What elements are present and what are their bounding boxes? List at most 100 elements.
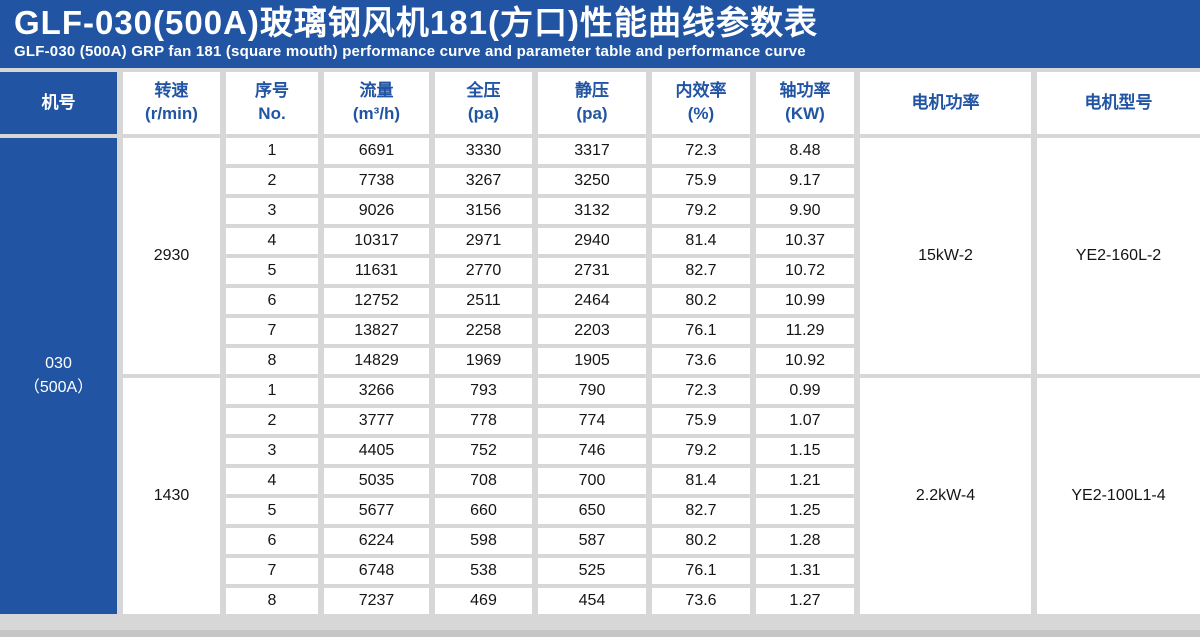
- cell-efficiency: 75.9: [652, 408, 750, 434]
- table-header: 机号 转速 (r/min) 序号 No. 流量 (m³/h) 全压 (pa): [0, 72, 1200, 134]
- cell-no: 1: [226, 378, 318, 404]
- cell-efficiency: 82.7: [652, 258, 750, 284]
- table-row: 4 5035 708 700 81.4 1.21: [0, 468, 1200, 494]
- cell-static-pressure: 746: [538, 438, 646, 464]
- cell-static-pressure: 650: [538, 498, 646, 524]
- table-body: 030 （500A） 2930 1 6691 3330 3317 72.3 8.…: [0, 138, 1200, 614]
- cell-flow: 5677: [324, 498, 429, 524]
- header-no-label: 序号: [255, 81, 289, 101]
- cell-no: 6: [226, 288, 318, 314]
- cell-total-pressure: 538: [435, 558, 532, 584]
- header-total-pressure-label: 全压: [466, 81, 501, 101]
- cell-static-pressure: 2731: [538, 258, 646, 284]
- cell-static-pressure: 2203: [538, 318, 646, 344]
- cell-static-pressure: 587: [538, 528, 646, 554]
- cell-no: 4: [226, 228, 318, 254]
- cell-total-pressure: 2511: [435, 288, 532, 314]
- machine-no-cell: 030 （500A）: [0, 138, 117, 614]
- cell-efficiency: 76.1: [652, 558, 750, 584]
- header-flow-label: 流量: [359, 81, 394, 101]
- table-row: 3 9026 3156 3132 79.2 9.90: [0, 198, 1200, 224]
- cell-shaft-power: 10.37: [756, 228, 854, 254]
- cell-flow: 4405: [324, 438, 429, 464]
- cell-efficiency: 79.2: [652, 198, 750, 224]
- cell-shaft-power: 10.92: [756, 348, 854, 374]
- cell-static-pressure: 454: [538, 588, 646, 614]
- cell-no: 4: [226, 468, 318, 494]
- cell-shaft-power: 10.99: [756, 288, 854, 314]
- table-row: 3 4405 752 746 79.2 1.15: [0, 438, 1200, 464]
- cell-shaft-power: 8.48: [756, 138, 854, 164]
- page-subtitle: GLF-030 (500A) GRP fan 181 (square mouth…: [14, 42, 806, 60]
- cell-flow: 7237: [324, 588, 429, 614]
- cell-shaft-power: 0.99: [756, 378, 854, 404]
- table-row: 5 11631 2770 2731 82.7 10.72: [0, 258, 1200, 284]
- header-motor-model: 电机型号: [1037, 72, 1200, 134]
- cell-static-pressure: 1905: [538, 348, 646, 374]
- motor-power-cell: 2.2kW-4: [860, 378, 1031, 614]
- cell-total-pressure: 752: [435, 438, 532, 464]
- cell-no: 2: [226, 408, 318, 434]
- table-row: 7 13827 2258 2203 76.1 11.29: [0, 318, 1200, 344]
- cell-shaft-power: 11.29: [756, 318, 854, 344]
- table-row: 6 6224 598 587 80.2 1.28: [0, 528, 1200, 554]
- cell-static-pressure: 3250: [538, 168, 646, 194]
- cell-no: 7: [226, 558, 318, 584]
- header-total-pressure-unit: (pa): [467, 104, 500, 123]
- cell-flow: 3777: [324, 408, 429, 434]
- cell-efficiency: 73.6: [652, 588, 750, 614]
- machine-no-line1: 030: [45, 355, 72, 372]
- header-efficiency: 内效率 (%): [652, 72, 750, 134]
- header-machine-no: 机号: [0, 72, 117, 134]
- cell-flow: 9026: [324, 198, 429, 224]
- cell-no: 1: [226, 138, 318, 164]
- table-row: 6 12752 2511 2464 80.2 10.99: [0, 288, 1200, 314]
- speed-cell: 1430: [123, 378, 220, 614]
- cell-flow: 7738: [324, 168, 429, 194]
- cell-flow: 6224: [324, 528, 429, 554]
- speed-cell: 2930: [123, 138, 220, 374]
- cell-no: 3: [226, 198, 318, 224]
- table-row: 7 6748 538 525 76.1 1.31: [0, 558, 1200, 584]
- cell-shaft-power: 9.17: [756, 168, 854, 194]
- header-shaft-power-label: 轴功率: [779, 81, 831, 101]
- table-row: 2 7738 3267 3250 75.9 9.17: [0, 168, 1200, 194]
- cell-total-pressure: 2971: [435, 228, 532, 254]
- header-flow: 流量 (m³/h): [324, 72, 429, 134]
- cell-shaft-power: 1.15: [756, 438, 854, 464]
- header-efficiency-unit: (%): [687, 104, 715, 123]
- cell-efficiency: 76.1: [652, 318, 750, 344]
- cell-total-pressure: 3267: [435, 168, 532, 194]
- cell-no: 2: [226, 168, 318, 194]
- cell-shaft-power: 10.72: [756, 258, 854, 284]
- header-efficiency-label: 内效率: [675, 81, 727, 101]
- cell-efficiency: 82.7: [652, 498, 750, 524]
- cell-flow: 12752: [324, 288, 429, 314]
- cell-total-pressure: 660: [435, 498, 532, 524]
- cell-shaft-power: 1.25: [756, 498, 854, 524]
- table-row: 8 7237 469 454 73.6 1.27: [0, 588, 1200, 614]
- cell-flow: 6691: [324, 138, 429, 164]
- cell-total-pressure: 2258: [435, 318, 532, 344]
- cell-flow: 13827: [324, 318, 429, 344]
- cell-shaft-power: 1.07: [756, 408, 854, 434]
- table-row: 030 （500A） 2930 1 6691 3330 3317 72.3 8.…: [0, 138, 1200, 614]
- cell-no: 5: [226, 498, 318, 524]
- table-row: 8 14829 1969 1905 73.6 10.92: [0, 348, 1200, 374]
- cell-static-pressure: 790: [538, 378, 646, 404]
- performance-table: 机号 转速 (r/min) 序号 No. 流量 (m³/h) 全压 (pa): [0, 68, 1200, 618]
- page-title: GLF-030(500A)玻璃钢风机181(方口)性能曲线参数表: [14, 4, 818, 41]
- cell-efficiency: 80.2: [652, 288, 750, 314]
- cell-total-pressure: 793: [435, 378, 532, 404]
- cell-no: 8: [226, 348, 318, 374]
- cell-efficiency: 72.3: [652, 138, 750, 164]
- cell-flow: 6748: [324, 558, 429, 584]
- cell-total-pressure: 708: [435, 468, 532, 494]
- cell-no: 5: [226, 258, 318, 284]
- cell-flow: 10317: [324, 228, 429, 254]
- cell-static-pressure: 3132: [538, 198, 646, 224]
- table-row: 2 3777 778 774 75.9 1.07: [0, 408, 1200, 434]
- motor-power-cell: 15kW-2: [860, 138, 1031, 374]
- cell-total-pressure: 1969: [435, 348, 532, 374]
